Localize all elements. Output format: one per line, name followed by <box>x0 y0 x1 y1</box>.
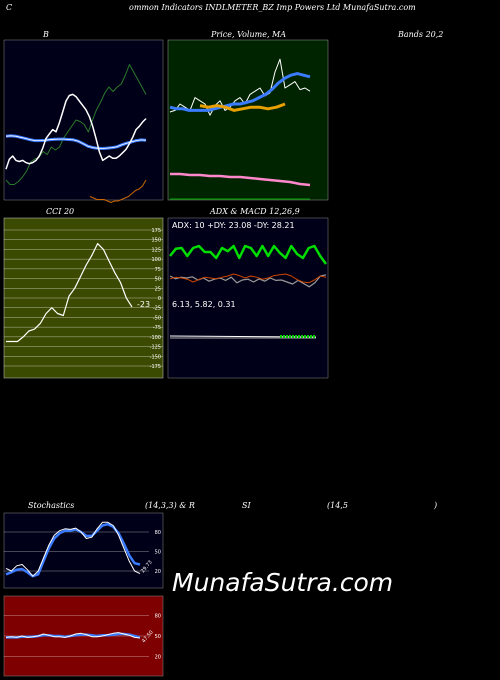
cci-tick-label: 175 <box>151 228 161 234</box>
price-title: Price, Volume, MA <box>211 30 287 39</box>
price-close-line <box>169 58 311 116</box>
macd-histogram-bar <box>298 335 300 338</box>
cci-tick-label: 150 <box>151 238 161 244</box>
rsi-params: (14,5 <box>327 501 348 510</box>
cci-tick-label: -50 <box>153 315 161 321</box>
plus-dy-line <box>169 244 328 265</box>
rsi-ma-line <box>6 632 141 639</box>
bands-title: Bands 20,2 <box>398 30 444 39</box>
stoch-panel <box>3 512 164 589</box>
cci-tick-label: 0 <box>158 296 161 302</box>
cci-tick-label: -175 <box>150 364 161 370</box>
stoch-d-line <box>5 522 141 578</box>
adx-line <box>169 274 327 288</box>
minus-dy-line <box>169 273 327 284</box>
cci-tick-label: -150 <box>150 354 161 360</box>
cci-tick-label: 125 <box>151 247 161 253</box>
header-right: ommon Indicators INDLMETER_BZ Imp Powers… <box>129 3 416 12</box>
cci-line <box>6 243 133 343</box>
stoch-tick-label: 20 <box>155 569 161 575</box>
bollinger-upper-band <box>5 64 147 185</box>
adx-macd-title: ADX & MACD 12,26,9 <box>210 207 300 216</box>
stoch-tick-label: 80 <box>155 530 161 536</box>
cci-tick-label: 25 <box>155 286 161 292</box>
bollinger-panel <box>3 39 164 201</box>
macd-histogram-bar <box>292 335 294 338</box>
rsi-tick-label: 80 <box>155 614 161 620</box>
rsi-label: SI <box>242 501 251 510</box>
price-ma-pink <box>170 172 311 187</box>
stoch-tick-label: 50 <box>155 550 161 556</box>
bollinger-middle-band-core <box>5 135 147 149</box>
bollinger-lower-band <box>89 179 147 203</box>
cci-tick-label: -75 <box>153 325 161 331</box>
bollinger-price-line <box>5 93 147 170</box>
cci-tick-label: -125 <box>150 345 161 351</box>
macd-histogram-bar <box>301 335 303 338</box>
cci-tick-label: 50 <box>155 277 161 283</box>
price-panel <box>167 39 329 201</box>
adx-values-text: ADX: 10 +DY: 23.08 -DY: 28.21 <box>172 221 295 230</box>
cci-title: CCI 20 <box>46 207 75 216</box>
header-left: C <box>6 3 13 12</box>
cci-tick-label: 100 <box>151 257 161 263</box>
macd-histogram-bar <box>286 335 288 338</box>
macd-histogram-bar <box>304 335 306 338</box>
stoch-k-line <box>5 521 141 577</box>
cci-tick-label: 75 <box>155 267 161 273</box>
cci-tick-label: -25 <box>153 306 161 312</box>
macd-histogram-bar <box>307 335 309 338</box>
rsi-line <box>5 632 141 639</box>
stoch-title: Stochastics <box>28 501 75 510</box>
bollinger-title: B <box>43 30 49 39</box>
macd-histogram-bar <box>283 335 285 338</box>
cci-last-label: -23 <box>137 300 150 309</box>
adx-macd-panel <box>167 217 329 379</box>
cci-tick-label: -100 <box>150 335 161 341</box>
stoch-params: (14,3,3) & R <box>145 501 195 510</box>
rsi-tick-label: 20 <box>155 654 161 660</box>
rsi-tick-label: 50 <box>155 634 161 640</box>
macd-histogram-bar <box>313 335 315 338</box>
price-ma-orange <box>199 102 286 112</box>
close-paren: ) <box>434 501 438 510</box>
macd-histogram-bar <box>280 335 282 338</box>
macd-values-text: 6.13, 5.82, 0.31 <box>172 300 236 309</box>
macd-histogram-bar <box>310 335 312 338</box>
watermark: MunafaSutra.com <box>172 568 394 597</box>
macd-line <box>169 335 317 338</box>
macd-histogram-bar <box>289 335 291 338</box>
price-ma-blue <box>169 72 311 112</box>
macd-histogram-bar <box>295 335 297 338</box>
